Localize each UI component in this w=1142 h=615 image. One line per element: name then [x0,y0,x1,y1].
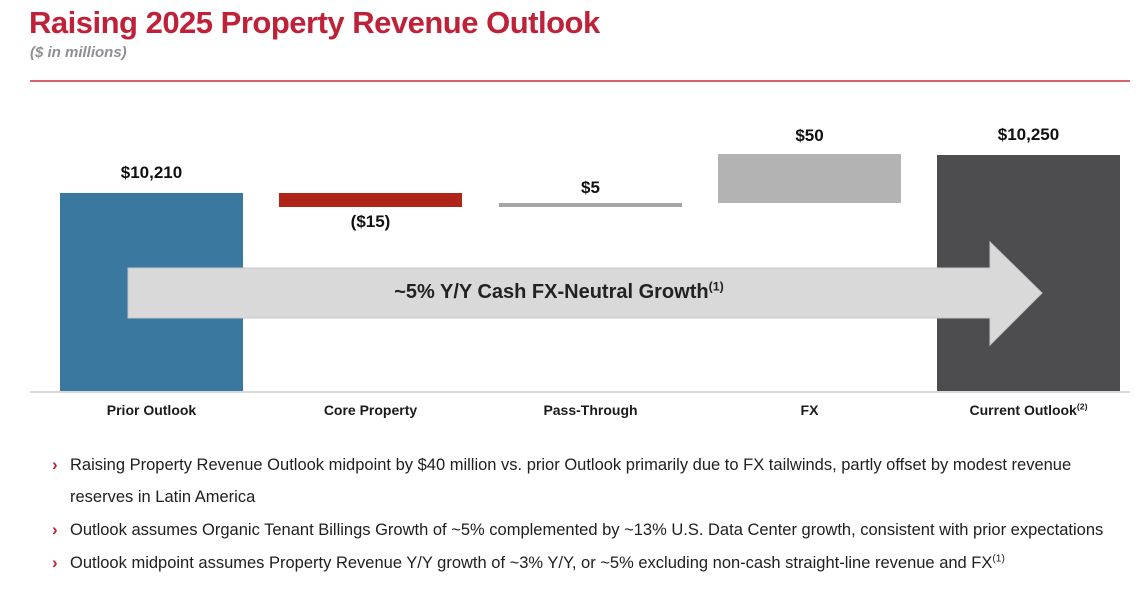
value-label-pass-through: $5 [581,178,600,197]
category-label-current-outlook: Current Outlook(2) [969,401,1088,418]
value-label-current-outlook: $10,250 [997,125,1060,144]
category-label-pass-through: Pass-Through [543,402,638,418]
growth-arrow-footnote: (1) [708,279,724,294]
category-label-prior-outlook: Prior Outlook [106,402,197,418]
page-title: Raising 2025 Property Revenue Outlook [29,5,600,40]
bar-fx [718,154,901,203]
list-item: › Raising Property Revenue Outlook midpo… [30,449,1122,513]
bullet-text: Raising Property Revenue Outlook midpoin… [70,456,1072,506]
value-label-core-property: ($15) [350,212,391,231]
units-subtitle: ($ in millions) [30,44,127,61]
value-label-prior-outlook: $10,210 [120,163,183,182]
bar-core-property [279,193,462,207]
value-label-fx: $50 [795,126,824,145]
chevron-bullet-icon: › [52,553,58,572]
growth-arrow-icon [127,240,1043,347]
key-points-list: › Raising Property Revenue Outlook midpo… [30,449,1122,580]
growth-arrow-text: ~5% Y/Y Cash FX-Neutral Growth [394,281,709,303]
list-item: › Outlook assumes Organic Tenant Billing… [30,514,1122,546]
chevron-bullet-icon: › [52,520,58,539]
list-item: › Outlook midpoint assumes Property Reve… [30,547,1122,579]
bullet-text: Outlook assumes Organic Tenant Billings … [70,521,1104,539]
category-label-fx: FX [800,402,819,418]
growth-arrow-label: ~5% Y/Y Cash FX-Neutral Growth(1) [128,266,990,318]
chart-baseline [30,391,1130,393]
bar-pass-through [499,203,682,207]
bullet-text: Outlook midpoint assumes Property Revenu… [70,553,1005,572]
title-divider [30,80,1130,82]
category-label-core-property: Core Property [323,402,418,418]
chevron-bullet-icon: › [52,455,58,474]
